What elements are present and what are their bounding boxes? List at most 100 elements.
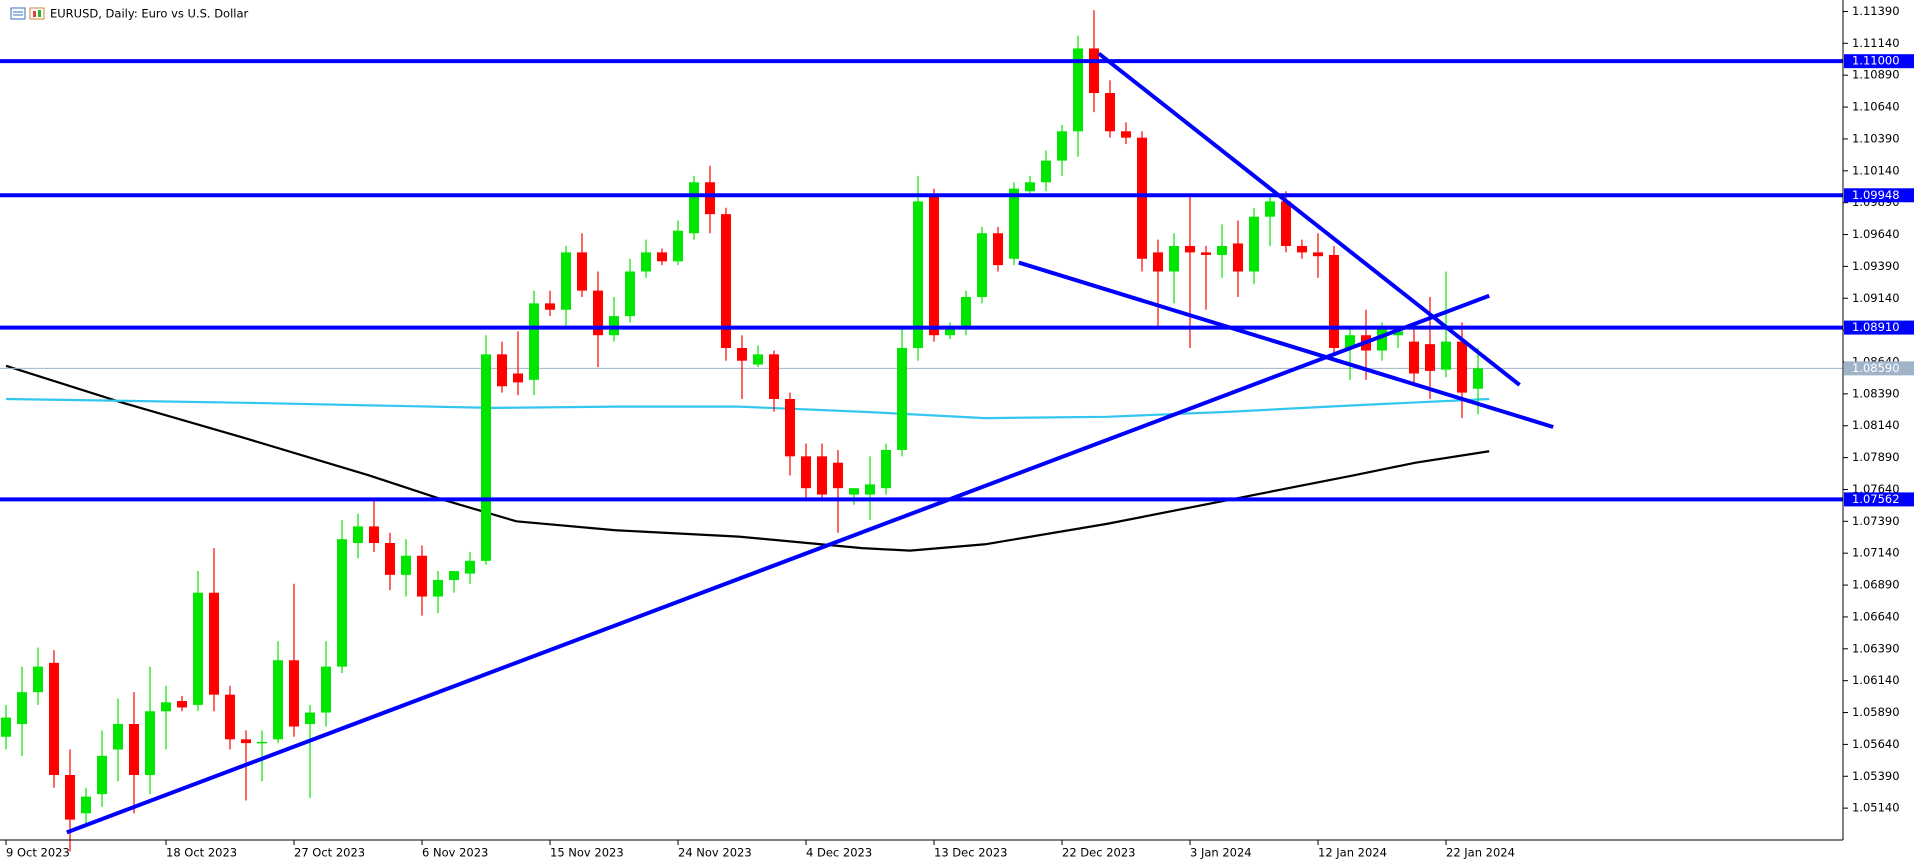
- trendline: [66, 293, 1490, 835]
- x-tick-label: 27 Oct 2023: [294, 846, 365, 860]
- candle-body: [913, 201, 923, 348]
- y-tick-label: 1.11140: [1852, 36, 1900, 50]
- x-tick-label: 9 Oct 2023: [6, 846, 70, 860]
- y-tick-label: 1.08140: [1852, 418, 1900, 432]
- candle-body: [305, 712, 315, 725]
- candle-body: [1329, 254, 1339, 348]
- candle-body: [865, 484, 875, 495]
- y-tick-label: 1.09640: [1852, 227, 1900, 241]
- candle-body: [1041, 160, 1051, 183]
- x-tick-label: 18 Oct 2023: [166, 846, 237, 860]
- y-tick-label: 1.09390: [1852, 259, 1900, 273]
- y-tick-label: 1.08390: [1852, 386, 1900, 400]
- candle-body: [1201, 252, 1211, 255]
- x-tick-label: 15 Nov 2023: [550, 846, 624, 860]
- candle-body: [321, 666, 331, 713]
- candle-body: [337, 539, 347, 667]
- candle-body: [1281, 201, 1291, 247]
- candle-body: [113, 724, 123, 750]
- price-box-label: 1.11000: [1852, 54, 1900, 68]
- x-tick-label: 12 Jan 2024: [1318, 846, 1387, 860]
- candle-body: [705, 182, 715, 215]
- y-tick-label: 1.11390: [1852, 4, 1900, 18]
- price-box: [1844, 320, 1914, 335]
- x-tick-label: 24 Nov 2023: [678, 846, 752, 860]
- y-tick-label: 1.06390: [1852, 641, 1900, 655]
- candle-body: [209, 592, 219, 695]
- icon: [33, 11, 36, 17]
- trendline: [1018, 260, 1554, 429]
- y-tick-label: 1.06140: [1852, 673, 1900, 687]
- y-tick-label: 1.06640: [1852, 609, 1900, 623]
- candle-body: [1313, 252, 1323, 257]
- icon: [10, 7, 26, 20]
- candle-body: [897, 347, 907, 450]
- candle-body: [1457, 341, 1467, 393]
- candle-body: [49, 662, 59, 775]
- candle-body: [1169, 246, 1179, 272]
- candle-body: [417, 555, 427, 597]
- candle-body: [193, 592, 203, 705]
- candle-body: [145, 711, 155, 775]
- candle-body: [401, 555, 411, 575]
- candle-body: [65, 774, 75, 820]
- candle-body: [497, 354, 507, 387]
- candle-body: [1409, 341, 1419, 374]
- candle-body: [81, 796, 91, 814]
- candle-body: [657, 252, 667, 262]
- candle-body: [33, 666, 43, 693]
- candle-body: [129, 724, 139, 775]
- y-tick-label: 1.09140: [1852, 291, 1900, 305]
- price-box: [1844, 188, 1914, 203]
- price-box-label: 1.08910: [1852, 320, 1900, 334]
- candle-body: [1025, 182, 1035, 192]
- candle-body: [481, 354, 491, 561]
- candle-body: [881, 449, 891, 489]
- y-tick-label: 1.07140: [1852, 546, 1900, 560]
- candle-body: [801, 456, 811, 489]
- candle-body: [1473, 368, 1483, 389]
- candle-body: [929, 195, 939, 336]
- candle-body: [1393, 331, 1403, 336]
- candle-body: [1249, 216, 1259, 272]
- candle-body: [161, 702, 171, 712]
- icon: [38, 10, 41, 17]
- candle-body: [737, 347, 747, 361]
- y-tick-label: 1.05140: [1852, 801, 1900, 815]
- candle-body: [1297, 246, 1307, 253]
- y-tick-label: 1.07890: [1852, 450, 1900, 464]
- candle-body: [753, 354, 763, 365]
- candle-body: [1425, 344, 1435, 371]
- price-box: [1844, 492, 1914, 507]
- chart-title: EURUSD, Daily: Euro vs U.S. Dollar: [50, 7, 249, 21]
- candle-body: [257, 741, 267, 744]
- candle-body: [1137, 137, 1147, 259]
- candle-body: [369, 526, 379, 544]
- candle-body: [17, 692, 27, 725]
- candle-body: [1265, 201, 1275, 217]
- candle-body: [1089, 48, 1099, 94]
- candle-body: [561, 252, 571, 310]
- candle-body: [1153, 252, 1163, 272]
- candle-body: [673, 230, 683, 262]
- y-tick-label: 1.06890: [1852, 578, 1900, 592]
- price-box: [1844, 54, 1914, 69]
- plot: [0, 10, 1843, 852]
- candle-body: [1009, 188, 1019, 259]
- candle-body: [1, 717, 11, 737]
- candle-body: [833, 462, 843, 489]
- candle-body: [641, 252, 651, 272]
- y-tick-label: 1.10390: [1852, 131, 1900, 145]
- candle-body: [593, 290, 603, 336]
- candle-body: [513, 373, 523, 383]
- y-tick-label: 1.07390: [1852, 514, 1900, 528]
- candle-body: [177, 701, 187, 708]
- moving-average: [5, 364, 1490, 552]
- y-tick-label: 1.10140: [1852, 163, 1900, 177]
- candle-body: [1105, 93, 1115, 132]
- candle-body: [529, 303, 539, 380]
- candle-body: [353, 526, 363, 544]
- candle-body: [945, 328, 955, 336]
- candle-body: [977, 233, 987, 297]
